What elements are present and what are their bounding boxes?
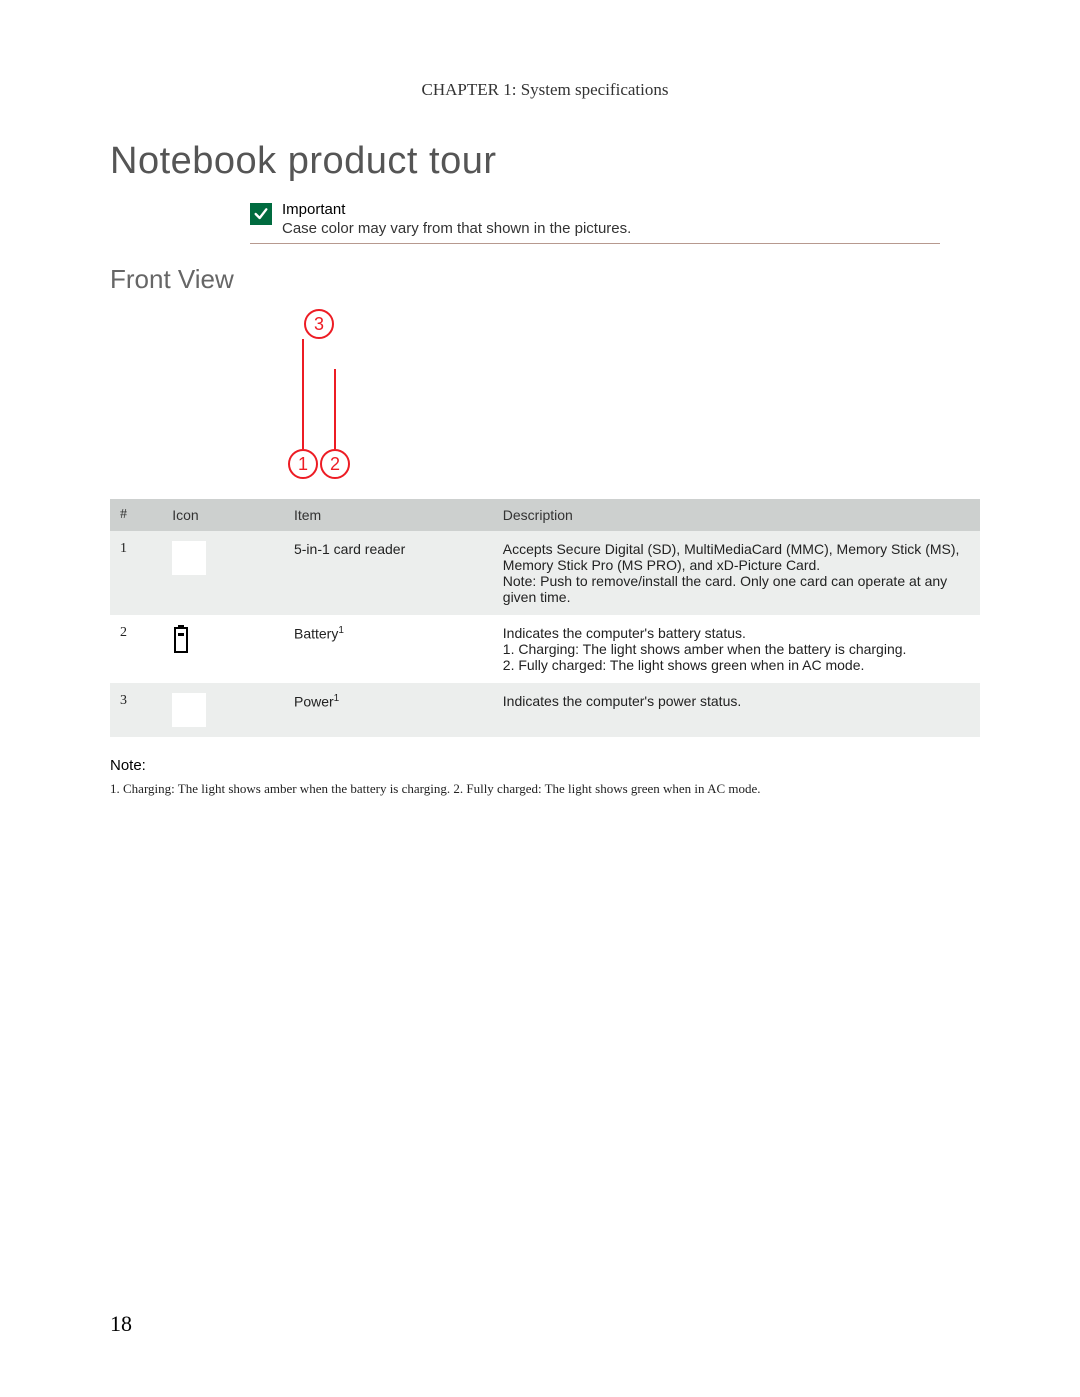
diagram-callout: 1 [288,449,318,479]
spec-table: # Icon Item Description 1 5-in-1 card rea… [110,499,980,737]
battery-icon [172,625,190,653]
cell-description: Indicates the computer's power status. [493,683,980,737]
important-block: Important Case color may vary from that … [250,201,940,244]
col-header-item: Item [284,499,493,531]
diagram-callout: 3 [304,309,334,339]
section-title: Front View [110,264,980,295]
page-number: 18 [110,1311,132,1337]
cell-description: Indicates the computer's battery status.… [493,615,980,683]
cell-num: 1 [110,531,162,615]
diagram-leader [334,369,336,449]
important-row: Important Case color may vary from that … [250,201,940,237]
front-view-diagram: 12 3 [280,309,540,489]
important-label: Important [282,201,631,218]
col-header-num: # [110,499,162,531]
cell-num: 3 [110,683,162,737]
note-body: 1. Charging: The light shows amber when … [110,780,980,798]
col-header-desc: Description [493,499,980,531]
col-header-icon: Icon [162,499,284,531]
document-page: CHAPTER 1: System specifications Noteboo… [0,0,1080,1397]
cell-icon [162,531,284,615]
diagram-callout: 2 [320,449,350,479]
cell-item: 5-in-1 card reader [284,531,493,615]
cell-item: Battery1 [284,615,493,683]
table-body: 1 5-in-1 card readerAccepts Secure Digita… [110,531,980,737]
cell-icon [162,615,284,683]
important-text-wrap: Important Case color may vary from that … [282,201,631,237]
check-icon [250,203,272,225]
table-header: # Icon Item Description [110,499,980,531]
table-row: 3 Power1Indicates the computer's power st… [110,683,980,737]
cell-description: Accepts Secure Digital (SD), MultiMediaC… [493,531,980,615]
blank-icon [172,693,206,727]
table-row: 2 Battery1Indicates the computer's batter… [110,615,980,683]
cell-item: Power1 [284,683,493,737]
blank-icon [172,541,206,575]
footnote-ref: 1 [334,693,340,704]
chapter-header: CHAPTER 1: System specifications [110,80,980,100]
cell-icon [162,683,284,737]
cell-num: 2 [110,615,162,683]
footnote-ref: 1 [338,625,344,636]
note-heading: Note: [110,757,980,774]
table-row: 1 5-in-1 card readerAccepts Secure Digita… [110,531,980,615]
important-body: Case color may vary from that shown in t… [282,220,631,237]
main-title: Notebook product tour [110,140,980,183]
diagram-leader [302,339,304,449]
